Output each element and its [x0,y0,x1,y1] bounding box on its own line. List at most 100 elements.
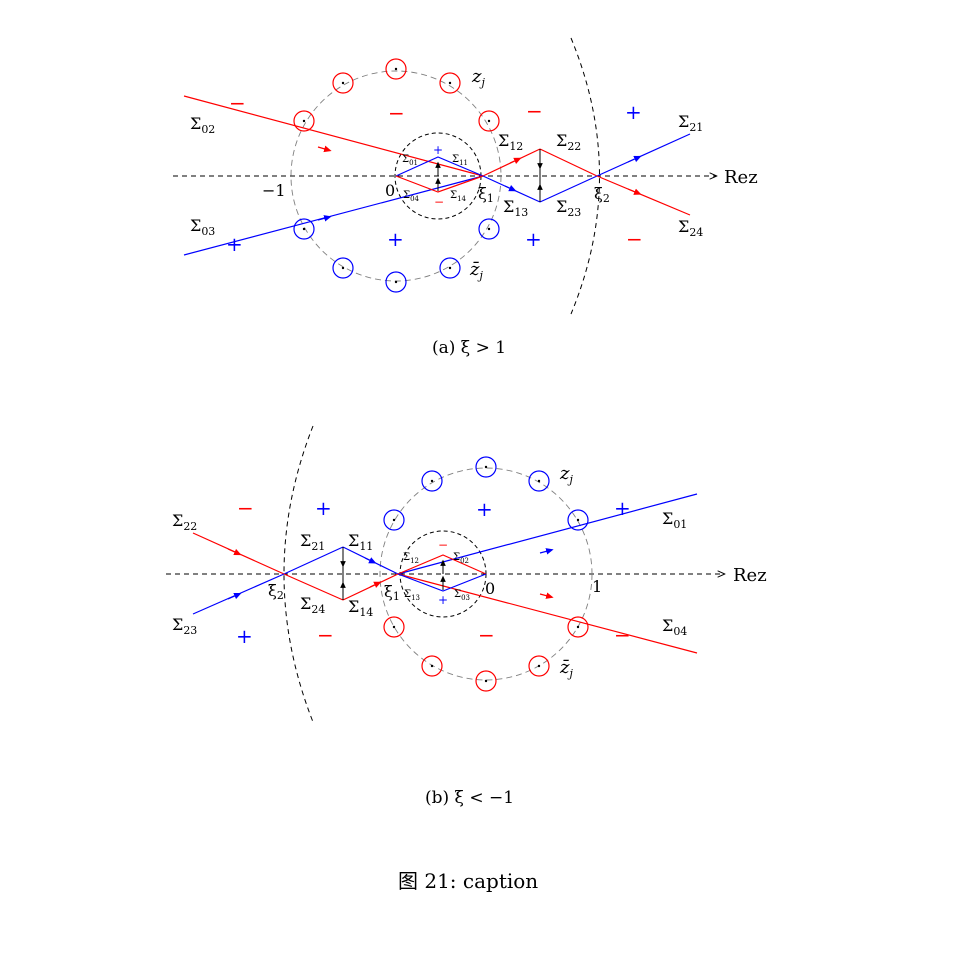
label-sigma24: Σ24 [678,217,703,239]
svg-text:+: + [625,100,642,124]
pole-circle [567,509,589,531]
pole-circle [439,257,461,279]
label-zj: zj [471,66,485,89]
pole-circle [528,655,550,677]
pole-circle [421,470,443,492]
svg-text:+: + [438,593,448,607]
region-signs: − + + + + − − − − + [236,496,631,648]
label-sigma04: Σ04 [403,190,420,203]
svg-text:+: + [433,143,443,157]
contour-sigma22 [539,148,598,177]
contour-sigma04 [397,573,698,654]
svg-text:+: + [226,232,243,256]
label-sigma11: Σ11 [348,531,373,553]
pole-circle [293,218,315,240]
label-sigma12: Σ12 [498,131,523,153]
label-sigma21: Σ21 [678,112,703,134]
svg-text:−: − [478,623,495,647]
pole-circle [421,655,443,677]
panel-a: Σ02 Σ03 Σ21 Σ24 Σ12 Σ22 Σ13 Σ23 Σ01 Σ11 … [173,37,758,358]
label-sigma02: Σ02 [453,552,469,565]
label-sigma03: Σ03 [454,589,470,602]
pole-dots [302,67,491,284]
svg-text:+: + [387,227,404,251]
pole-circle [385,58,407,80]
contour-sigma01 [395,156,484,177]
label-sigma13: Σ13 [503,197,528,219]
arrow-sigma23 [227,593,242,600]
arrow-sigma13 [504,185,517,192]
svg-text:−: − [434,195,444,209]
arrow-sigma22 [227,548,242,556]
contour-sigma21 [283,546,344,575]
contour-sigma23 [539,175,598,203]
tick-zero: 0 [385,181,395,200]
contour-sigma02 [183,95,484,177]
contour-sigma21 [596,133,691,177]
svg-text:−: − [438,538,448,552]
svg-text:+: + [236,624,253,648]
pole-circle [478,110,500,132]
arrow-sigma02 [317,145,332,153]
arrow-sigma12 [509,157,522,164]
svg-text:−: − [229,91,246,115]
svg-text:−: − [626,227,643,251]
figure-caption: 图 21: caption [398,869,538,893]
panel-b-caption: (b) ξ < −1 [425,788,514,808]
pole-circle [478,218,500,240]
tick-minus-one: −1 [262,181,286,200]
label-sigma22: Σ22 [556,131,581,153]
contour-sigma03 [183,175,484,256]
arrow-sigma14 [369,581,382,588]
poles-zbarj [293,218,500,293]
svg-text:−: − [614,623,631,647]
pole-dots [392,465,580,683]
panel-b: Σ22 Σ23 Σ01 Σ04 Σ21 Σ11 Σ24 Σ14 Σ12 Σ02 … [166,425,767,808]
label-xi1: ξ1 [478,184,494,205]
pole-circle [385,271,407,293]
axis-label: Rez [724,167,758,188]
svg-text:−: − [317,623,334,647]
arrow-sigma04 [539,592,554,599]
label-xi1: ξ1 [384,582,400,603]
pole-circle [475,670,497,692]
label-sigma23: Σ23 [556,197,581,219]
label-sigma03: Σ03 [190,216,215,238]
svg-text:−: − [526,99,543,123]
pole-circle [528,470,550,492]
contour-sigma24 [283,573,344,601]
arrow-sigma21 [627,155,642,163]
svg-text:+: + [476,497,493,521]
label-sigma14: Σ14 [348,597,373,619]
label-xi2: ξ2 [594,184,610,205]
label-sigma01: Σ01 [402,154,418,167]
pole-circle [383,509,405,531]
pole-circle [293,110,315,132]
label-sigma14: Σ14 [450,190,467,203]
pole-circle [475,456,497,478]
label-sigma04: Σ04 [662,616,687,638]
svg-text:+: + [525,227,542,251]
panel-a-caption: (a) ξ > 1 [432,338,506,358]
contour-sigma04 [395,175,484,193]
region-signs: − − − + + + + − + − [226,91,643,256]
tick-zero: 0 [485,579,495,598]
contour-sigma03 [397,573,487,592]
poles-zj [293,58,500,132]
label-zj: zj [559,463,573,486]
svg-text:−: − [237,496,254,520]
poles-zj [383,456,589,531]
pole-circle [332,257,354,279]
label-sigma12: Σ12 [403,552,419,565]
pole-circle [567,616,589,638]
label-sigma13: Σ13 [404,589,420,602]
arrow-sigma01 [539,548,554,555]
svg-text:+: + [315,496,332,520]
contour-sigma01 [397,493,698,575]
arrow-sigma24 [627,188,642,195]
pole-circle [332,72,354,94]
label-sigma21: Σ21 [300,531,325,553]
svg-text:−: − [388,101,405,125]
svg-text:+: + [614,496,631,520]
